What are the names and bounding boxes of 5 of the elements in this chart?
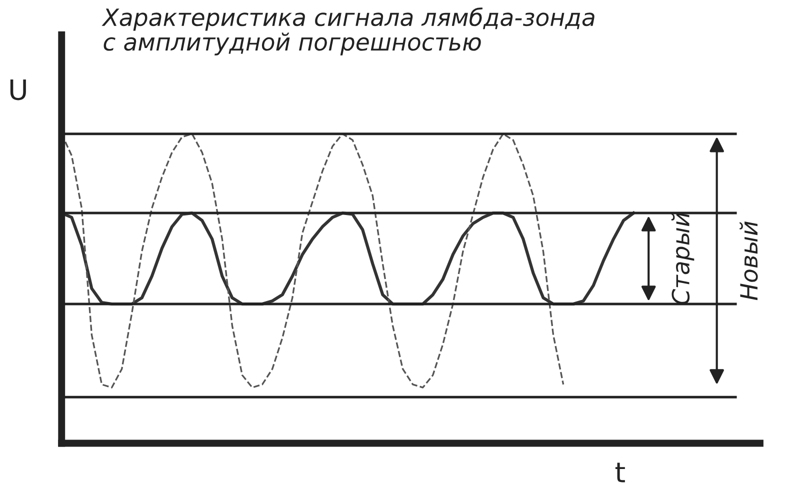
y-axis-title: U [10,80,26,100]
text: Старый [671,212,694,304]
text: Новый [740,222,758,300]
chart-title: Характеристика сигнала лямбда-зонда с амплитудной погрешностью [102,7,594,56]
x-axis-title: t [615,462,625,482]
